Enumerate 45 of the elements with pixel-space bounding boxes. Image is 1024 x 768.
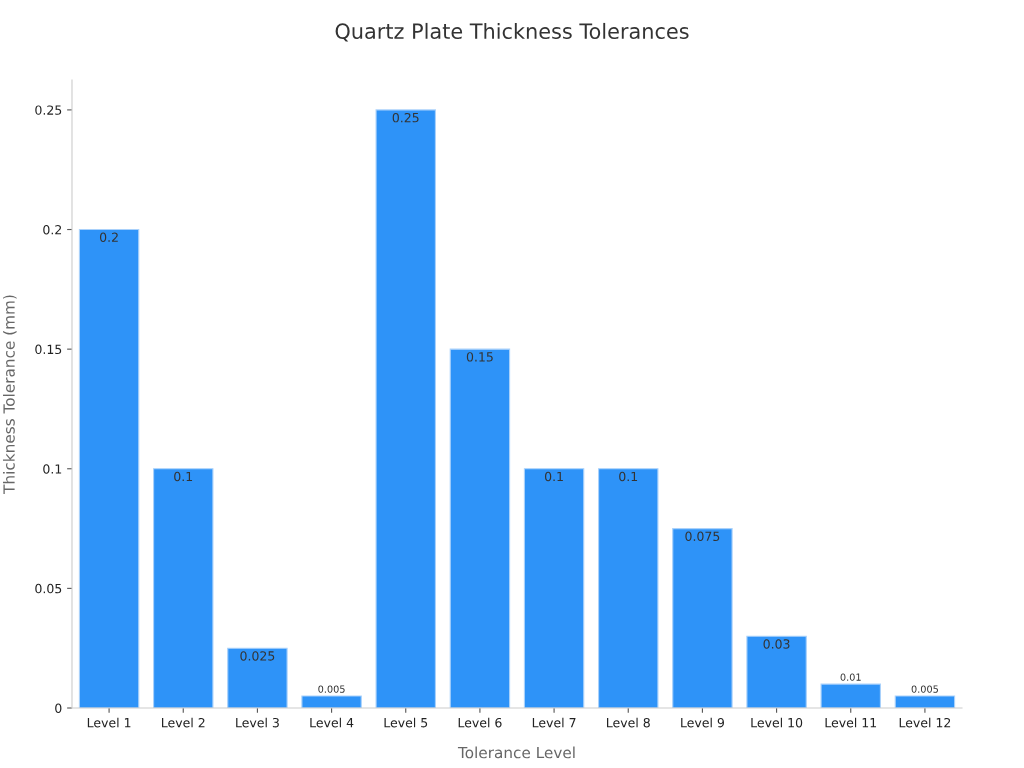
y-tick-label: 0.2	[43, 225, 62, 235]
x-tick-label: Level 12	[899, 717, 951, 728]
x-tick-label: Level 11	[825, 717, 877, 728]
bar	[78, 228, 140, 708]
y-tick-label: 0	[55, 703, 62, 713]
bar	[375, 109, 436, 708]
bar	[820, 683, 881, 708]
bar	[523, 468, 585, 708]
chart-title: Quartz Plate Thickness Tolerances	[335, 22, 689, 42]
data-label: 0.075	[685, 531, 720, 542]
x-tick-label: Level 3	[236, 717, 279, 728]
y-axis-title: Thickness Tolerance (mm)	[2, 295, 17, 494]
x-tick-label: Level 7	[532, 717, 576, 728]
data-label: 0.005	[318, 685, 345, 693]
data-label: 0.1	[544, 471, 563, 482]
data-label: 0.005	[911, 685, 938, 693]
x-tick-label: Level 2	[162, 717, 205, 728]
data-label: 0.1	[174, 471, 193, 482]
y-tick-label: 0.1	[43, 464, 62, 474]
data-label: 0.1	[619, 471, 638, 482]
data-label: 0.15	[466, 352, 493, 362]
bar	[227, 647, 288, 708]
bar	[598, 468, 659, 708]
x-tick-label: Level 5	[384, 717, 428, 728]
bar	[449, 348, 511, 708]
x-tick-label: Level 8	[607, 717, 650, 728]
bar	[746, 635, 807, 708]
bar	[301, 695, 362, 708]
data-label: 0.025	[240, 651, 275, 661]
data-label: 0.2	[99, 232, 118, 242]
x-tick-label: Level 10	[751, 717, 803, 728]
bar	[153, 468, 214, 708]
data-label: 0.01	[840, 673, 861, 681]
x-tick-label: Level 1	[87, 717, 131, 728]
y-tick-label: 0.15	[35, 344, 62, 355]
x-tick-label: Level 9	[681, 717, 724, 728]
data-label: 0.03	[763, 639, 790, 649]
x-tick-label: Level 6	[458, 717, 502, 728]
x-tick-label: Level 4	[310, 717, 354, 728]
x-axis-title: Tolerance Level	[457, 746, 575, 759]
data-label: 0.25	[392, 112, 419, 123]
y-tick-label: 0.25	[35, 105, 62, 115]
y-tick-label: 0.05	[35, 583, 62, 594]
bar	[672, 528, 733, 708]
bar	[894, 695, 956, 708]
